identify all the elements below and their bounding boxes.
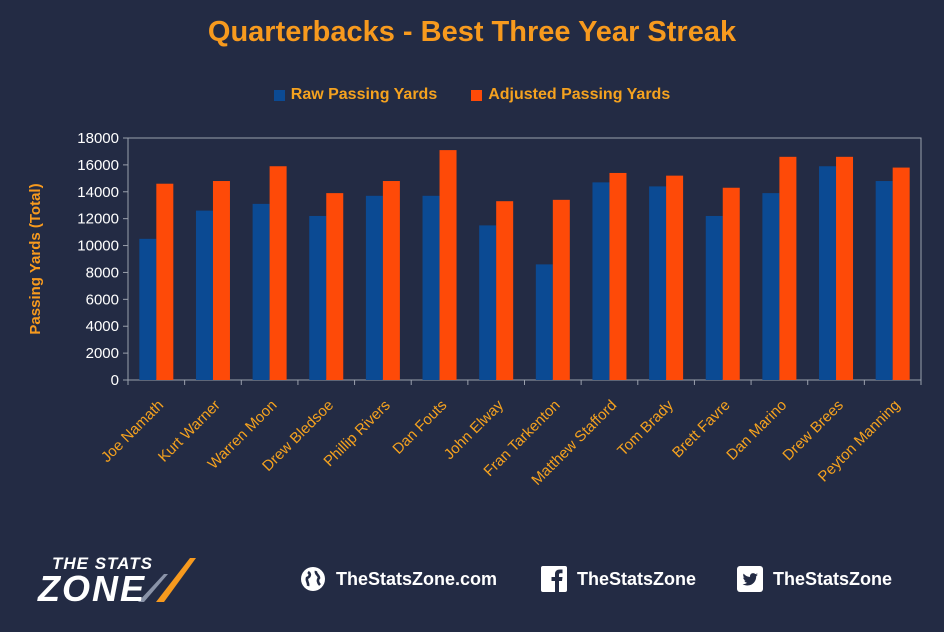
legend-label-adjusted: Adjusted Passing Yards — [488, 86, 671, 103]
logo-text-bottom: ZONE — [38, 568, 147, 609]
bar-raw-7 — [535, 264, 553, 380]
y-tick-label: 2000 — [86, 345, 119, 362]
y-tick-label: 0 — [111, 372, 119, 389]
bar-raw-1 — [195, 210, 213, 380]
twitter-icon — [737, 566, 763, 592]
bar-raw-5 — [422, 195, 440, 380]
bar-raw-0 — [139, 238, 157, 380]
bar-adjusted-1 — [212, 181, 230, 380]
bar-raw-4 — [365, 195, 383, 380]
logo-mark-icon — [138, 558, 196, 602]
bar-raw-3 — [309, 215, 327, 380]
y-tick-label: 4000 — [86, 318, 119, 335]
chart-legend: Raw Passing Yards Adjusted Passing Yards — [0, 86, 944, 104]
stats-zone-logo: THE STATS ZONE — [38, 550, 208, 612]
facebook-icon — [541, 566, 567, 592]
bar-adjusted-9 — [666, 175, 684, 380]
website-link[interactable]: TheStatsZone.com — [300, 566, 497, 592]
bar-adjusted-7 — [552, 199, 570, 380]
y-tick-label: 6000 — [86, 291, 119, 308]
legend-item-raw: Raw Passing Yards — [273, 86, 438, 104]
y-tick-label: 10000 — [77, 238, 119, 255]
plot-area — [127, 137, 922, 381]
twitter-text: TheStatsZone — [773, 568, 893, 589]
x-tick-label: Dan Fouts — [389, 397, 450, 458]
bar-raw-6 — [479, 225, 497, 380]
bar-raw-12 — [819, 166, 837, 380]
bar-raw-10 — [705, 215, 723, 380]
bar-adjusted-0 — [156, 183, 174, 380]
bar-adjusted-4 — [382, 181, 400, 380]
bar-adjusted-11 — [779, 156, 797, 380]
bar-raw-2 — [252, 203, 270, 380]
footer: THE STATS ZONE TheStatsZone.com TheStats… — [0, 548, 944, 618]
bar-adjusted-8 — [609, 172, 627, 380]
legend-label-raw: Raw Passing Yards — [290, 86, 438, 103]
y-tick-label: 18000 — [77, 130, 119, 147]
facebook-text: TheStatsZone — [577, 568, 697, 589]
bar-raw-13 — [875, 181, 893, 380]
bar-adjusted-2 — [269, 166, 287, 380]
y-tick-label: 8000 — [86, 264, 119, 281]
bar-raw-8 — [592, 182, 610, 380]
x-tick-label: Tom Brady — [614, 396, 677, 459]
twitter-link[interactable]: TheStatsZone — [737, 566, 892, 592]
bar-adjusted-5 — [439, 150, 457, 380]
logo-text-top: THE STATS — [52, 554, 153, 573]
bar-adjusted-13 — [892, 167, 910, 380]
facebook-link[interactable]: TheStatsZone — [541, 566, 696, 592]
bar-adjusted-3 — [326, 193, 344, 380]
y-tick-label: 14000 — [77, 184, 119, 201]
y-axis-title: Passing Yards (Total) — [27, 183, 44, 334]
legend-swatch-adjusted — [471, 89, 483, 101]
legend-item-adjusted: Adjusted Passing Yards — [471, 86, 670, 104]
globe-icon — [301, 567, 325, 591]
y-tick-label: 16000 — [77, 157, 119, 174]
bar-adjusted-10 — [722, 187, 740, 380]
chart-title: Quarterbacks - Best Three Year Streak — [207, 16, 737, 48]
bar-chart: 0 2000 4000 6000 8000 10000 12000 14000 16000 180… — [27, 130, 922, 489]
bar-raw-9 — [649, 186, 667, 380]
y-tick-label: 12000 — [77, 211, 119, 228]
bar-adjusted-6 — [496, 201, 514, 380]
bar-raw-11 — [762, 193, 780, 380]
legend-swatch-raw — [273, 89, 285, 101]
bar-adjusted-12 — [836, 156, 854, 380]
website-text: TheStatsZone.com — [336, 568, 498, 589]
